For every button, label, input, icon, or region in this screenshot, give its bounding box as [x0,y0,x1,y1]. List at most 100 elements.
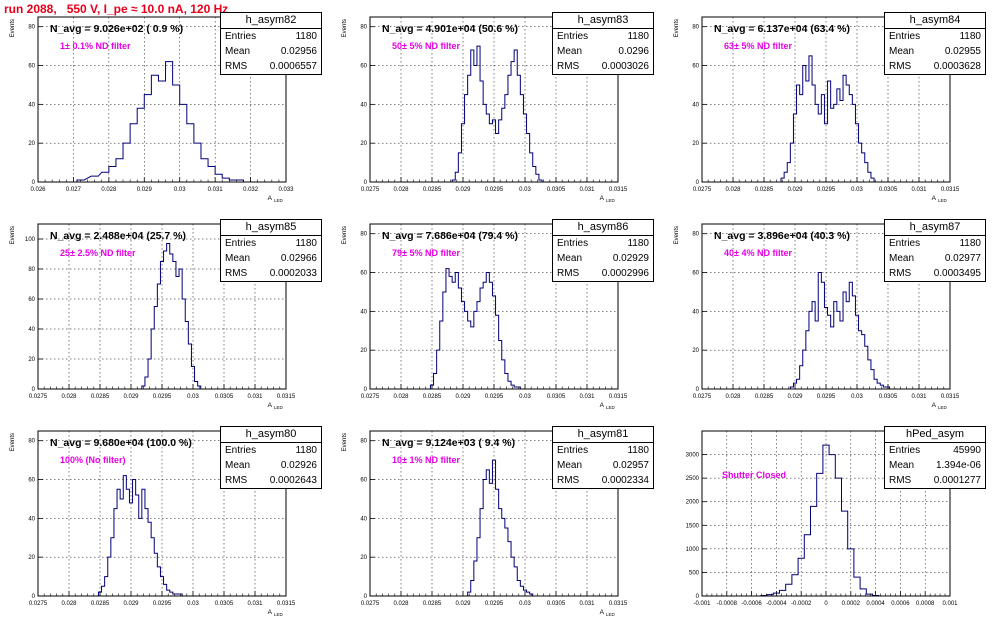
x-axis-title-subscript: LED [274,405,284,410]
x-axis-title: A [268,402,273,409]
y-tick-label: 40 [28,102,35,108]
y-tick-label: 0 [696,387,700,393]
histogram-panel-h_asym80: 0.0275 0.028 0.0285 0.029 0.0295 0.03 0.0305 0.… [0,414,332,621]
histogram-plot: 0.0275 0.028 0.0285 0.029 0.0295 0.03 0.0305 0.… [342,16,628,203]
stats-row: Mean 0.02977 [885,251,985,266]
stats-value: 1180 [959,238,981,249]
histogram-plot: 0.0275 0.028 0.0285 0.029 0.0295 0.03 0.0305 0.… [10,223,296,410]
y-tick-label: 80 [692,232,699,238]
stats-key: RMS [557,475,580,486]
stats-value: 0.02955 [944,46,981,57]
x-tick-label: 0.0295 [153,394,172,400]
stats-key: Entries [225,238,257,249]
y-tick-label: 40 [28,327,35,333]
stats-row: RMS 0.0002643 [221,473,321,488]
stats-row: RMS 0.0002996 [553,266,653,281]
y-tick-label: 60 [28,64,35,70]
x-tick-label: 0.0285 [755,394,774,400]
stats-row: Mean 0.02956 [221,44,321,59]
y-tick-label: 40 [28,516,35,522]
y-tick-label: 1500 [686,523,700,529]
x-tick-label: 0.031 [911,187,927,193]
navg-summary: N_avg = 6.137e+04 (63.4 %) [714,23,851,35]
y-axis-title: Events [342,433,348,451]
x-tick-label: 0.0285 [423,394,442,400]
x-tick-label: 0.0305 [547,601,566,607]
y-axis-title: Events [674,226,680,244]
stats-key: RMS [225,61,248,72]
y-tick-label: 20 [360,348,367,354]
stats-key: RMS [557,268,580,279]
x-tick-label: 0.0315 [277,394,296,400]
y-axis-title: Events [674,19,680,37]
y-tick-label: 40 [692,102,699,108]
stats-box-title: h_asym87 [885,220,985,236]
x-tick-label: 0.033 [278,187,294,193]
x-tick-label: 0.0315 [609,187,628,193]
x-tick-label: 0.028 [393,187,409,193]
y-tick-label: 20 [692,141,699,147]
x-tick-label: 0.028 [725,394,741,400]
x-tick-label: 0.031 [579,394,595,400]
histogram-plot: 0.0275 0.028 0.0285 0.029 0.0295 0.03 0.0305 0.… [674,223,960,410]
histogram-plot: 0.0275 0.028 0.0285 0.029 0.0295 0.03 0.0305 0.… [342,430,628,617]
x-tick-label: 0.029 [787,394,803,400]
x-tick-label: -0.0002 [791,601,812,607]
x-tick-label: 0.031 [247,601,263,607]
x-tick-label: 0.0275 [693,394,712,400]
x-tick-label: 0.0305 [215,601,234,607]
y-tick-label: 60 [692,64,699,70]
histogram-line [467,459,534,596]
x-tick-label: 0.0275 [361,394,380,400]
x-tick-label: 0 [824,601,828,607]
navg-summary: N_avg = 2.488e+04 (25.7 %) [50,230,187,242]
stats-value: 0.0002334 [601,475,649,486]
histogram-line [780,55,875,182]
stats-row: RMS 0.0001277 [885,473,985,488]
x-axis-title-subscript: LED [606,405,616,410]
axis-frame [37,16,287,183]
x-axis-title-subscript: LED [606,198,616,203]
stats-key: Entries [557,445,589,456]
filter-annotation: 100% (No filter) [60,455,126,465]
stats-box: h_asym85 Entries 1180 Mean 0.02966 RMS 0.00020… [220,219,322,282]
stats-key: Entries [225,31,257,42]
stats-row: Entries 45990 [885,443,985,458]
stats-value: 1.394e-06 [935,460,981,471]
x-tick-label: 0.03 [187,394,199,400]
x-tick-label: 0.029 [137,187,153,193]
x-axis-title-subscript: LED [606,612,616,617]
y-tick-label: 80 [360,439,367,445]
stats-row: RMS 0.0002033 [221,266,321,281]
y-tick-label: 0 [364,387,368,393]
y-tick-label: 80 [28,25,35,31]
x-tick-label: 0.028 [393,601,409,607]
x-axis-title: A [932,195,937,202]
stats-row: Mean 1.394e-06 [885,458,985,473]
stats-value: 1180 [627,238,649,249]
x-axis-title: A [932,402,937,409]
filter-annotation: 63± 5% ND filter [724,41,792,51]
stats-value: 1180 [627,445,649,456]
stats-box-title: h_asym85 [221,220,321,236]
x-tick-label: 0.028 [61,394,77,400]
stats-key: Mean [557,253,583,264]
x-tick-label: 0.03 [187,601,199,607]
stats-key: RMS [225,268,248,279]
stats-key: RMS [225,475,248,486]
y-axis-title: Events [342,226,348,244]
x-tick-label: 0.0008 [916,601,935,607]
x-tick-label: 0.0315 [609,601,628,607]
y-tick-label: 20 [360,141,367,147]
y-axis-title: Events [10,433,16,451]
x-tick-label: 0.0295 [485,601,504,607]
x-tick-label: 0.028 [725,187,741,193]
x-tick-label: 0.03 [851,394,863,400]
x-tick-label: 0.0275 [361,187,380,193]
stats-row: RMS 0.0003628 [885,59,985,74]
x-tick-label: -0.0006 [741,601,762,607]
y-tick-label: 60 [360,271,367,277]
y-tick-label: 2500 [686,476,700,482]
y-axis-title: Events [10,226,16,244]
y-tick-label: 20 [692,348,699,354]
